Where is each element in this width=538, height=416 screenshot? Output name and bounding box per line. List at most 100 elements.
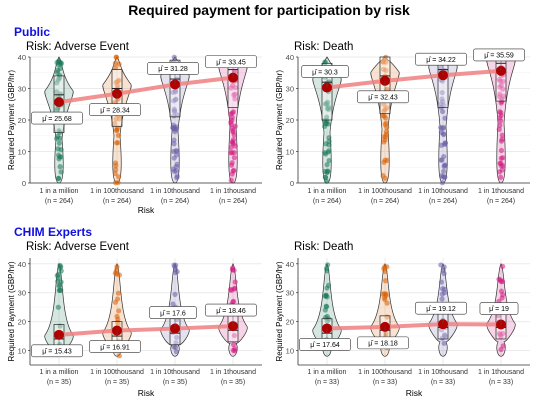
x-tick-n-label: (n = 264) — [371, 198, 399, 205]
data-point — [382, 296, 388, 303]
data-point — [228, 144, 234, 151]
data-point — [172, 89, 179, 95]
y-axis-label: Required Payment (GBP/hr) — [7, 261, 16, 361]
data-point — [439, 108, 446, 115]
x-tick-n-label: (n = 33) — [373, 379, 397, 386]
data-point — [113, 54, 119, 60]
mean-line — [57, 324, 235, 337]
data-point — [383, 330, 389, 336]
y-tick-label: 40 — [286, 260, 294, 269]
data-point — [53, 89, 60, 95]
y-tick-label: 10 — [18, 148, 26, 157]
data-point — [500, 263, 506, 269]
mean-label-text: μ̂ = 32.43 — [368, 95, 398, 102]
x-tick-n-label: (n = 35) — [221, 379, 245, 386]
data-point — [323, 141, 329, 147]
panels: Risk: Adverse Event 0 10 20 30 40 Required Pay… — [7, 41, 530, 398]
x-axis-label: Risk — [406, 388, 423, 398]
data-point — [113, 140, 120, 146]
data-point — [442, 332, 448, 338]
data-point — [325, 282, 332, 288]
mean-label: μ̂ = 35.59 — [473, 48, 525, 71]
data-point — [171, 155, 177, 161]
mean-label: μ̂ = 28.34 — [89, 93, 141, 117]
x-tick-label: 1 in 10thousand — [418, 188, 468, 195]
data-point — [496, 76, 502, 83]
mean-label-text: μ̂ = 17.64 — [310, 342, 340, 349]
data-point — [227, 286, 234, 293]
x-tick-n-label: (n = 264) — [313, 198, 341, 205]
mean-label: μ̂ = 33.45 — [205, 55, 257, 78]
data-point — [322, 307, 328, 313]
x-tick-label: 1 in a million — [308, 369, 347, 376]
data-point — [172, 344, 179, 350]
data-point — [173, 340, 179, 346]
data-point — [322, 293, 328, 299]
data-point — [231, 155, 237, 161]
x-tick-n-label: (n = 33) — [489, 379, 513, 386]
y-tick-label: 10 — [18, 347, 26, 356]
group-label-public: Public — [14, 25, 50, 39]
data-point — [228, 177, 234, 183]
mean-label-box — [31, 344, 83, 358]
data-point — [382, 278, 389, 284]
y-tick-label: 0 — [290, 179, 294, 188]
data-point — [171, 141, 177, 147]
mean-label-text: μ̂ = 19 — [489, 306, 509, 313]
data-point — [324, 117, 330, 124]
data-point — [382, 268, 388, 275]
data-point — [116, 272, 123, 278]
x-tick-n-label: (n = 33) — [431, 379, 455, 386]
data-point — [232, 91, 238, 97]
x-tick-label: 1 in 1thousand — [210, 188, 256, 195]
mean-line — [325, 322, 503, 331]
mean-label-box — [147, 62, 199, 75]
x-tick-label: 1 in 10thousand — [418, 369, 468, 376]
data-point — [112, 180, 119, 186]
data-point — [172, 291, 178, 297]
mean-label-box — [89, 340, 141, 353]
mean-label-text: μ̂ = 30.3 — [312, 69, 338, 76]
data-point — [498, 147, 505, 154]
data-point — [497, 118, 504, 124]
data-point — [322, 168, 328, 175]
x-tick-label: 1 in 100thousand — [90, 188, 144, 195]
y-tick-label: 10 — [286, 347, 294, 356]
mean-label-text: μ̂ = 28.34 — [100, 107, 130, 114]
mean-label-text: μ̂ = 18.18 — [368, 341, 398, 348]
mean-label: μ̂ = 15.43 — [31, 334, 83, 358]
panel-title: Risk: Adverse Event — [26, 241, 130, 253]
group-label-chim-experts: CHIM Experts — [14, 225, 92, 239]
data-point — [55, 67, 61, 73]
mean-label-box — [89, 103, 141, 117]
data-point — [173, 96, 179, 102]
data-point — [442, 141, 448, 148]
data-point — [442, 115, 448, 121]
data-point — [173, 348, 179, 355]
mean-label-text: μ̂ = 17.6 — [160, 310, 186, 317]
y-tick-label: 20 — [286, 318, 294, 327]
data-point — [112, 170, 118, 177]
data-point — [324, 162, 330, 168]
data-point — [116, 353, 123, 359]
data-point — [58, 268, 64, 274]
data-point — [54, 80, 60, 86]
mean-label-box — [205, 303, 257, 317]
x-tick-label: 1 in 100thousand — [358, 188, 412, 195]
data-point — [382, 115, 389, 121]
data-point — [439, 296, 445, 302]
data-point — [441, 153, 447, 160]
mean-label-box — [357, 336, 409, 350]
mean-label: μ̂ = 32.43 — [357, 80, 409, 104]
data-point — [113, 267, 120, 273]
data-point — [438, 279, 445, 285]
data-point — [229, 82, 236, 89]
data-point — [114, 127, 120, 133]
data-point — [57, 282, 63, 288]
y-tick-label: 20 — [18, 116, 26, 125]
y-tick-label: 30 — [286, 289, 294, 298]
x-tick-n-label: (n = 264) — [45, 198, 73, 205]
